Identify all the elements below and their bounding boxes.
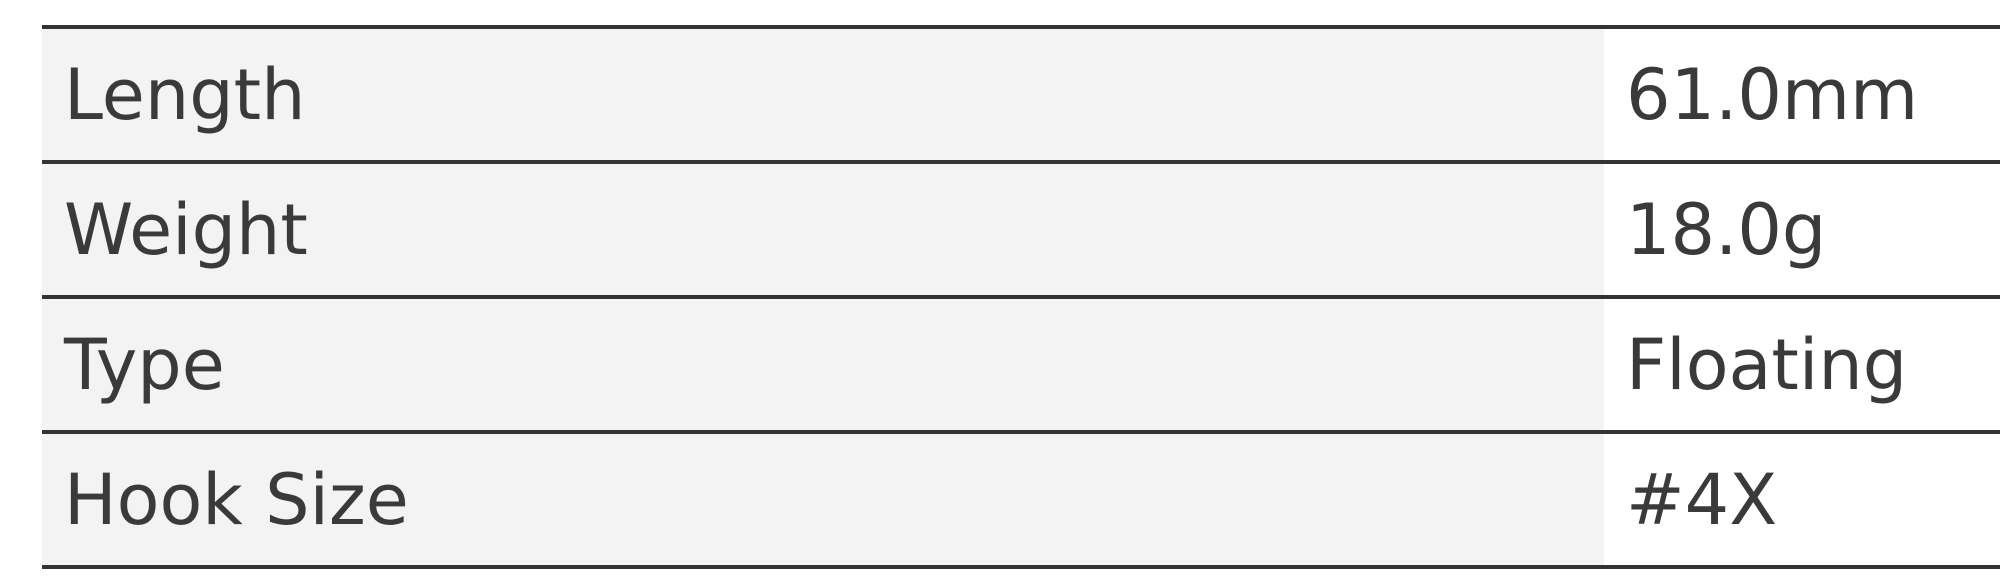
- table-row: Weight 18.0g: [42, 160, 2000, 299]
- spec-value: Floating: [1604, 295, 2000, 434]
- spec-value: 61.0mm: [1604, 25, 2000, 164]
- spec-value: 18.0g: [1604, 160, 2000, 299]
- table-row: Length 61.0mm: [42, 25, 2000, 164]
- spec-label: Hook Size: [42, 430, 1604, 569]
- spec-table: Length 61.0mm Weight 18.0g Type Floating…: [42, 25, 2000, 569]
- spec-label: Length: [42, 25, 1604, 164]
- spec-value: #4X: [1604, 430, 2000, 569]
- spec-label: Weight: [42, 160, 1604, 299]
- table-row: Type Floating: [42, 295, 2000, 434]
- spec-label: Type: [42, 295, 1604, 434]
- table-row: Hook Size #4X: [42, 430, 2000, 569]
